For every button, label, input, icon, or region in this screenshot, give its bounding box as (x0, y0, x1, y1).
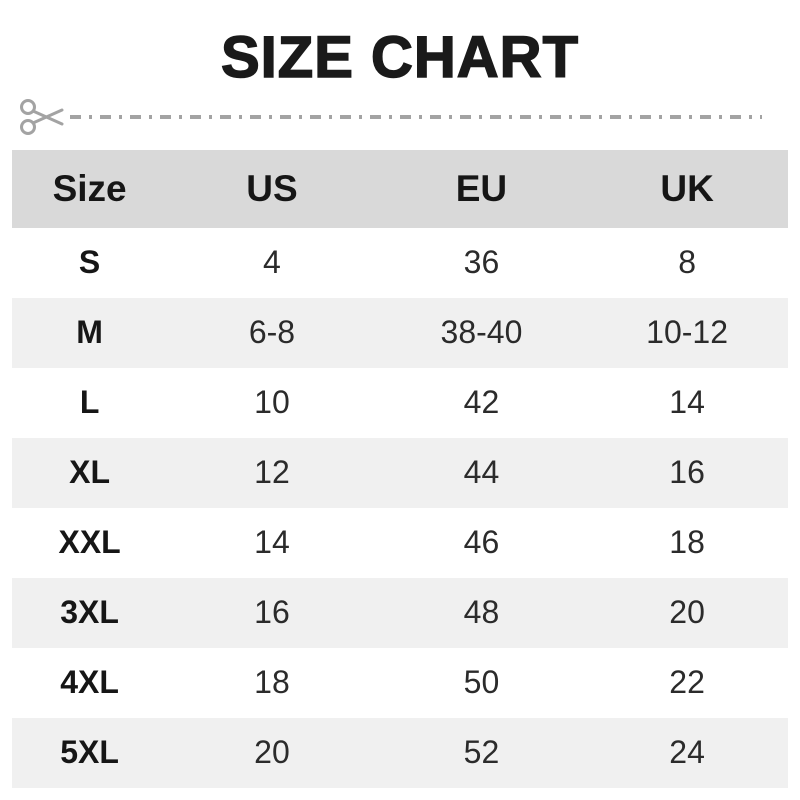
scissors-icon (20, 98, 762, 135)
us-cell: 14 (254, 524, 290, 561)
table-row-l: L 10 42 14 (12, 368, 788, 438)
us-cell: 10 (254, 384, 290, 421)
table-header-row: Size US EU UK (12, 149, 788, 228)
table-row-m: M 6-8 38-40 10-12 (12, 297, 788, 368)
eu-cell: 44 (463, 454, 500, 491)
table-row-s: S 4 36 8 (12, 228, 788, 298)
size-cell: 4XL (60, 664, 119, 701)
size-cell: M (76, 314, 103, 351)
eu-cell: 50 (463, 664, 500, 701)
size-cell: S (78, 244, 101, 281)
column-header-uk: UK (660, 167, 714, 209)
eu-cell: 52 (463, 734, 500, 771)
uk-cell: 18 (669, 524, 705, 561)
cut-here-line (0, 96, 800, 138)
uk-cell: 8 (678, 244, 696, 281)
table-row-3xl: 3XL 16 48 20 (12, 577, 788, 648)
eu-cell: 42 (463, 384, 500, 421)
us-cell: 12 (254, 454, 290, 491)
uk-cell: 20 (669, 594, 705, 631)
eu-cell: 48 (463, 594, 500, 631)
table-row-xxl: XXL 14 46 18 (12, 508, 788, 578)
column-header-us: US (246, 167, 298, 209)
eu-cell: 36 (463, 244, 500, 281)
column-header-eu: EU (455, 167, 508, 209)
uk-cell: 16 (669, 454, 705, 491)
table-row-4xl: 4XL 18 50 22 (12, 648, 788, 718)
us-cell: 4 (263, 244, 281, 281)
size-cell: 3XL (60, 594, 119, 631)
size-cell: XL (69, 454, 111, 491)
page-title: SIZE CHART (220, 25, 579, 90)
size-cell: L (79, 384, 100, 421)
us-cell: 16 (254, 594, 290, 631)
eu-cell: 46 (463, 524, 500, 561)
uk-cell: 24 (669, 734, 705, 771)
us-cell: 6-8 (248, 314, 296, 351)
uk-cell: 14 (669, 384, 705, 421)
size-table: Size US EU UK S 4 36 8 M 6-8 38-40 10-12… (12, 149, 788, 788)
us-cell: 18 (254, 664, 290, 701)
table-row-xl: XL 12 44 16 (12, 437, 788, 508)
eu-cell: 38-40 (440, 314, 523, 351)
us-cell: 20 (254, 734, 290, 771)
size-cell: 5XL (60, 734, 119, 771)
uk-cell: 10-12 (646, 314, 729, 351)
table-row-5xl: 5XL 20 52 24 (12, 717, 788, 788)
column-header-size: Size (52, 167, 127, 209)
uk-cell: 22 (669, 664, 705, 701)
size-cell: XXL (58, 524, 121, 561)
